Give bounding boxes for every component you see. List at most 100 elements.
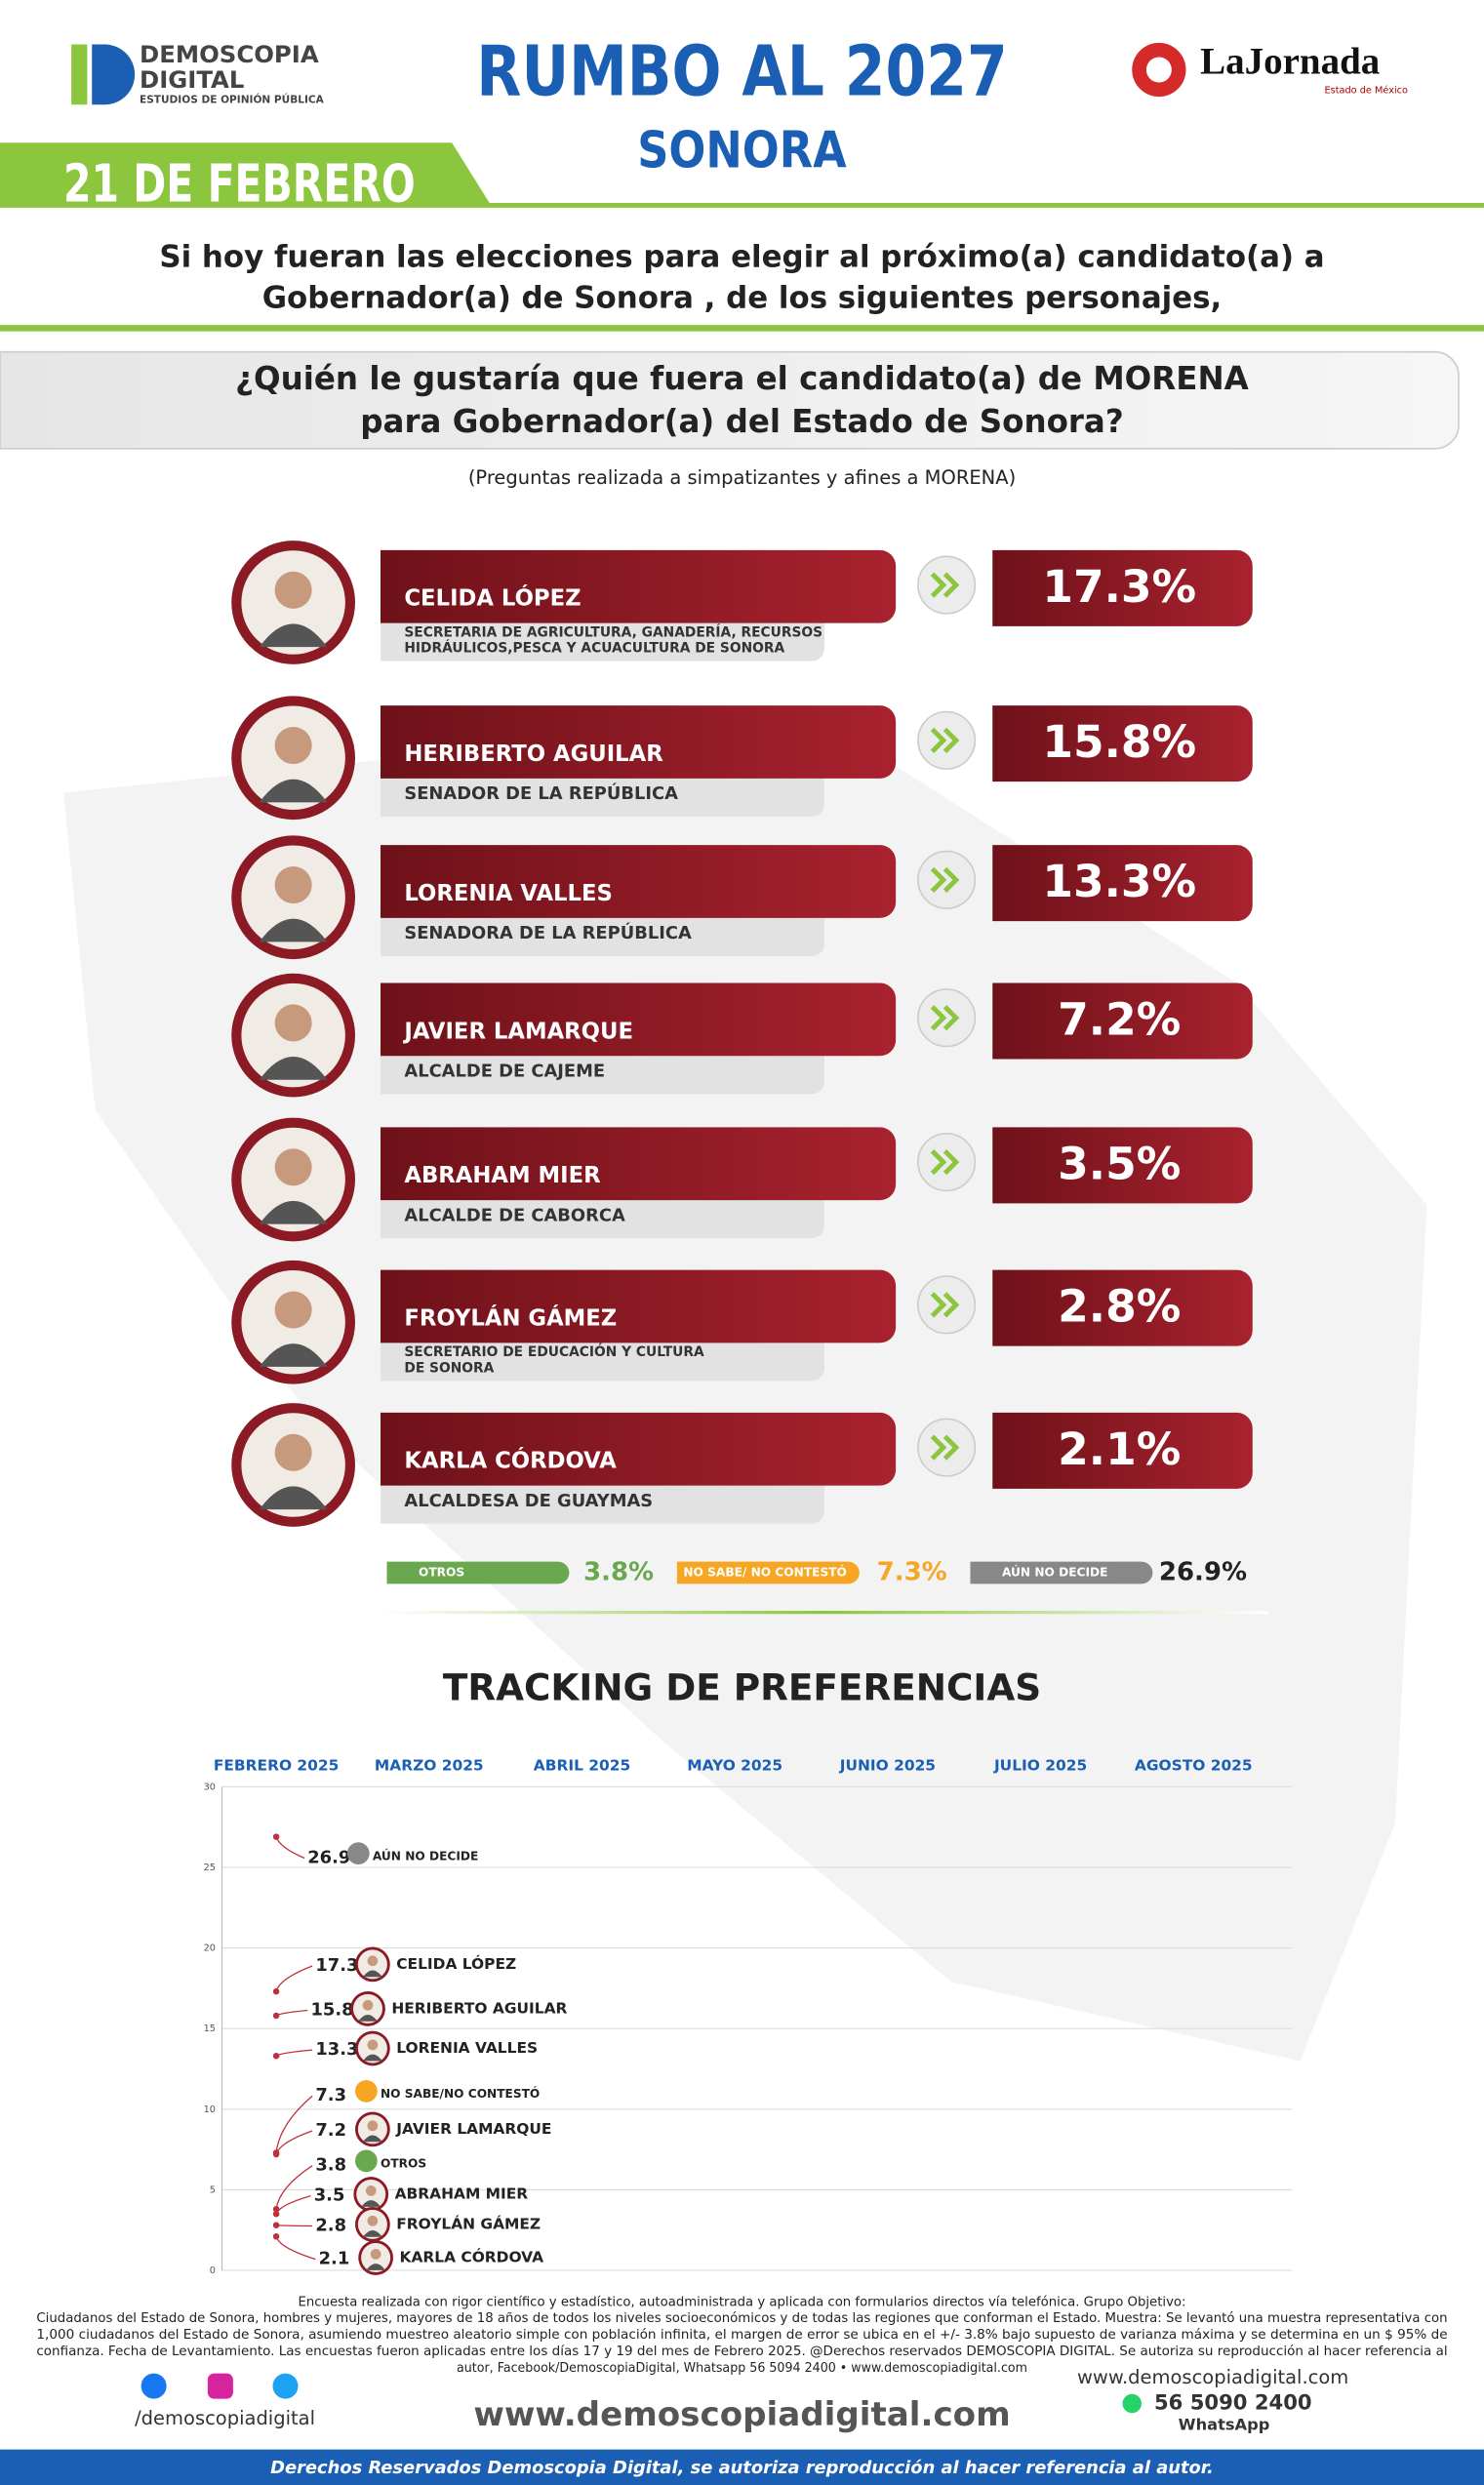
title: RUMBO AL 2027 [476, 31, 1007, 112]
leader [276, 2224, 313, 2227]
avatar-head [274, 571, 312, 609]
point-label: 3.5 [314, 2185, 345, 2206]
methodology: Encuesta realizada con rigor científico … [299, 2294, 1186, 2309]
value: 3.5% [1058, 1138, 1181, 1189]
question: para Gobernador(a) del Estado de Sonora? [360, 403, 1123, 440]
phone: 56 5090 2400 [1154, 2389, 1312, 2414]
avatar-head [274, 1148, 312, 1186]
y-tick-label: 10 [204, 2104, 216, 2115]
avatar-head [365, 2185, 377, 2196]
rule [381, 1610, 1268, 1615]
legend-entry: OTROS [381, 2157, 426, 2171]
legend-entry: ABRAHAM MIER [395, 2184, 529, 2202]
point [272, 1987, 280, 1995]
chevron [930, 1434, 960, 1461]
value: 7.2% [1058, 994, 1181, 1046]
leader [275, 1965, 313, 1992]
question: ¿Quién le gustaría que fuera el candidat… [235, 360, 1249, 397]
partner-sub: Estado de México [1324, 85, 1408, 97]
point-label: 15.8 [311, 1999, 354, 2020]
avatar-head [370, 2249, 381, 2260]
name-bar [381, 549, 897, 623]
point-label: 2.8 [315, 2215, 346, 2235]
candidate-role: ALCALDESA DE GUAYMAS [404, 1491, 653, 1511]
partner: LaJornada [1200, 41, 1380, 83]
rights-bar [0, 2449, 1484, 2485]
value: 2.1% [1058, 1423, 1181, 1475]
others-value: 7.3% [877, 1557, 947, 1586]
point [272, 2053, 280, 2060]
others-bar [676, 1561, 860, 1584]
chevron [930, 866, 960, 893]
point [272, 2012, 280, 2020]
avatar-body [259, 1486, 328, 1510]
x-tick-label: AGOSTO 2025 [1135, 1757, 1253, 1775]
name-bar [381, 1412, 897, 1486]
point-label: 3.8 [315, 2155, 346, 2176]
twitter-icon[interactable] [272, 2373, 299, 2399]
candidate-name: ABRAHAM MIER [404, 1163, 601, 1188]
candidate-role: ALCALDE DE CAJEME [404, 1061, 605, 1081]
others-value: 3.8% [583, 1557, 654, 1586]
x-tick-label: FEBRERO 2025 [214, 1757, 340, 1775]
legend-icon [346, 1842, 370, 1864]
x-tick-label: MARZO 2025 [375, 1757, 484, 1775]
role-bar [381, 1190, 824, 1239]
value: 2.8% [1058, 1281, 1181, 1333]
role-bar [381, 908, 824, 956]
role-bar [381, 1046, 824, 1095]
others-value: 26.9% [1159, 1557, 1247, 1586]
legend-icon [355, 2149, 378, 2173]
candidate-name: CELIDA LÓPEZ [404, 584, 581, 612]
point-label: 17.3 [315, 1955, 358, 1976]
website-small: www.demoscopiadigital.com [1077, 2366, 1348, 2388]
chart-title: TRACKING DE PREFERENCIAS [443, 1666, 1041, 1709]
subtitle: SONORA [637, 122, 846, 180]
x-tick-label: JULIO 2025 [993, 1757, 1087, 1775]
legend-entry: FROYLÁN GÁMEZ [396, 2214, 541, 2232]
social-handle: /demoscopiadigital [135, 2407, 315, 2429]
instagram-icon[interactable] [207, 2373, 233, 2399]
candidate-name: HERIBERTO AGUILAR [404, 741, 663, 767]
role-bar [381, 613, 824, 661]
rule [0, 325, 1484, 332]
value-box [992, 705, 1253, 782]
value: 15.8% [1042, 716, 1196, 768]
avatar-head [367, 2120, 379, 2132]
legend-entry: KARLA CÓRDOVA [400, 2247, 544, 2265]
x-tick-label: MAYO 2025 [687, 1757, 782, 1775]
value-box [992, 549, 1253, 626]
brand: DEMOSCOPIA [140, 40, 319, 68]
avatar-head [274, 1004, 312, 1042]
point-label: 13.3 [315, 2039, 358, 2060]
social-icons [140, 2373, 299, 2399]
avatar-body [358, 2015, 378, 2022]
candidate-role: SECRETARIO DE EDUCACIÓN Y CULTURA [404, 1343, 704, 1360]
facebook-icon[interactable] [140, 2373, 167, 2399]
legend-entry: AÚN NO DECIDE [373, 1848, 478, 1863]
date: 21 DE FEBRERO [63, 152, 416, 214]
avatar-body [259, 623, 328, 648]
chevron [930, 1292, 960, 1318]
avatar-body [259, 918, 328, 942]
candidate-role: ALCALDE DE CABORCA [404, 1205, 625, 1225]
partner-logo [1145, 57, 1172, 83]
avatar-head [367, 2215, 379, 2226]
avatar-head [367, 1955, 379, 1967]
candidate-role: SENADOR DE LA REPÚBLICA [404, 782, 678, 804]
intro: Gobernador(a) de Sonora , de los siguien… [262, 281, 1223, 316]
logo-mark [92, 44, 136, 105]
avatar-body [366, 2264, 385, 2270]
chevron [930, 727, 960, 753]
y-tick-label: 30 [204, 1782, 216, 1792]
logo-mark [71, 44, 88, 105]
question-box [0, 350, 1460, 450]
point [272, 2150, 280, 2158]
point-label: 7.3 [315, 2085, 346, 2105]
date-band [0, 142, 492, 207]
avatar-head [274, 866, 312, 904]
chevron [930, 572, 960, 598]
avatar-body [363, 1970, 382, 1978]
avatar-head [367, 2039, 379, 2051]
value-box [992, 1269, 1253, 1346]
